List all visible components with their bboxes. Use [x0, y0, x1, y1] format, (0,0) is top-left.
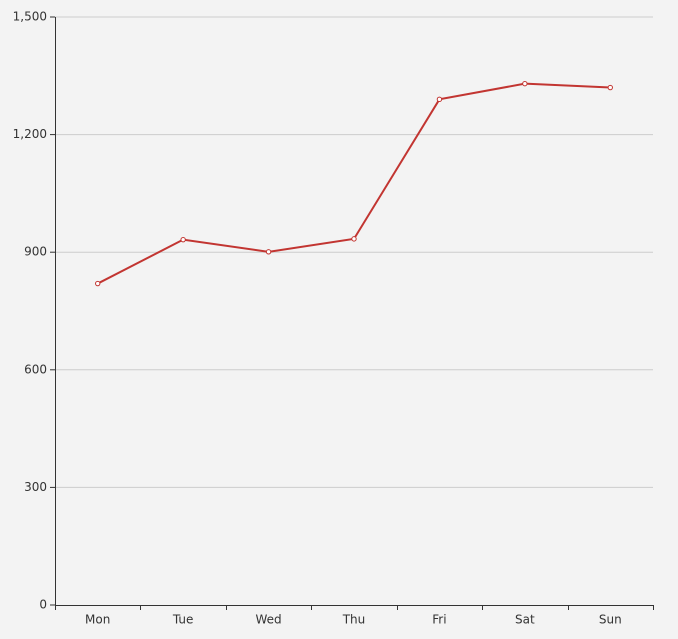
point [95, 280, 101, 287]
x-tick-label: Wed [255, 613, 281, 627]
y-tick-label: 300 [24, 480, 47, 494]
y-tick-label: 900 [24, 245, 47, 259]
y-tick-label: 1,200 [13, 127, 47, 141]
point [351, 236, 357, 242]
x-tick-label: Sun [599, 613, 622, 627]
point [522, 80, 528, 87]
x-tick-label: Sat [515, 613, 535, 627]
y-tick-label: 0 [39, 598, 47, 612]
x-tick-label: Mon [85, 613, 110, 627]
y-tick-label: 600 [24, 362, 47, 376]
y-tick-label: 1,500 [13, 10, 47, 24]
point [607, 84, 613, 91]
point [180, 236, 186, 243]
x-tick-label: Thu [342, 613, 366, 627]
x-tick-label: Fri [432, 613, 446, 627]
x-tick-label: Tue [172, 613, 194, 627]
point [265, 249, 272, 255]
point [436, 96, 443, 103]
